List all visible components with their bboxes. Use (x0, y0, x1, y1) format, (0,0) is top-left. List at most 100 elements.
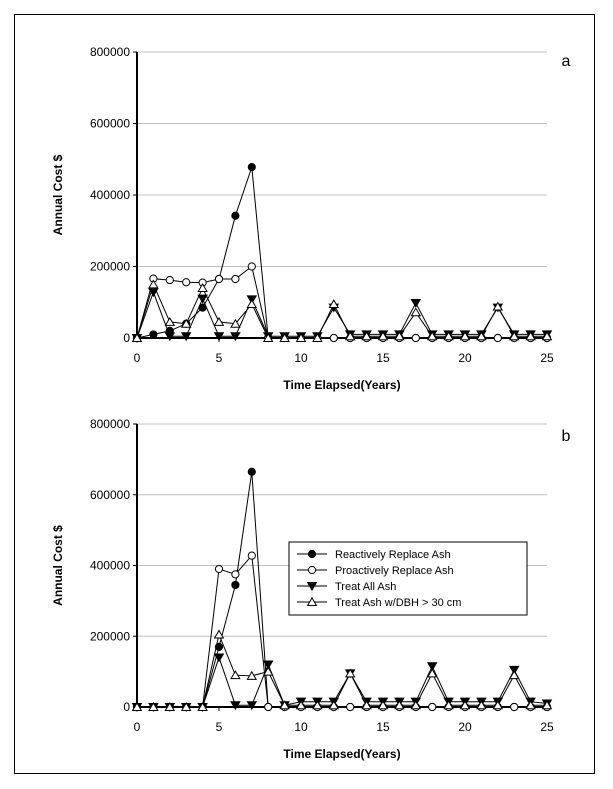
series-line (137, 632, 547, 708)
data-point (344, 668, 356, 678)
data-point (361, 700, 372, 710)
legend-marker (307, 565, 317, 575)
legend-label: Proactively Replace Ash (335, 565, 454, 577)
y-axis-title: Annual Cost $ (51, 154, 65, 235)
data-point (247, 551, 256, 560)
data-point (213, 653, 225, 663)
data-point (541, 331, 553, 341)
data-point (182, 278, 191, 287)
legend-label: Reactively Replace Ash (335, 549, 451, 561)
data-point (361, 331, 372, 341)
y-axis-title: Annual Cost $ (51, 525, 65, 606)
data-point (231, 211, 240, 220)
data-point (426, 668, 438, 678)
data-point (426, 662, 438, 672)
data-point (377, 700, 389, 710)
data-point (180, 318, 192, 328)
data-point (262, 333, 274, 343)
data-point (213, 629, 225, 639)
y-tick-label: 800000 (90, 417, 130, 431)
x-tick-label: 10 (294, 720, 308, 734)
data-point (329, 333, 338, 343)
data-point (247, 262, 256, 271)
data-point (164, 332, 176, 342)
data-point (247, 163, 256, 172)
panel-label: a (562, 53, 571, 70)
data-point (476, 700, 487, 710)
data-point (295, 700, 307, 710)
y-tick-label: 600000 (90, 117, 130, 131)
legend-label: Treat Ash w/DBH > 30 cm (335, 597, 461, 609)
data-point (164, 702, 176, 712)
data-point (508, 665, 520, 675)
data-point (411, 333, 420, 343)
y-tick-label: 200000 (90, 629, 130, 643)
data-point (510, 702, 519, 712)
data-point (525, 700, 536, 710)
data-point (493, 333, 502, 343)
data-point (231, 570, 240, 579)
x-tick-label: 0 (134, 351, 141, 365)
y-tick-label: 800000 (90, 45, 130, 59)
data-point (197, 702, 208, 712)
legend-box (288, 541, 528, 616)
data-point (344, 331, 356, 341)
data-point (230, 318, 241, 328)
x-tick-label: 25 (540, 351, 554, 365)
data-point (148, 279, 159, 289)
data-point (213, 332, 225, 342)
data-point (214, 564, 224, 574)
data-point (312, 700, 323, 710)
data-point (230, 701, 241, 711)
data-point (394, 331, 405, 341)
data-point (312, 333, 323, 343)
data-point (443, 700, 454, 710)
y-tick-label: 600000 (90, 488, 130, 502)
data-point (214, 274, 224, 284)
y-tick-label: 400000 (90, 188, 130, 202)
data-point (525, 331, 536, 341)
data-point (247, 467, 256, 476)
x-tick-label: 10 (294, 351, 308, 365)
y-tick-label: 400000 (90, 559, 130, 573)
data-point (148, 702, 159, 712)
legend-label: Treat All Ash (335, 581, 396, 593)
data-point (541, 700, 553, 710)
data-point (428, 702, 437, 712)
x-tick-label: 5 (216, 720, 223, 734)
data-point (328, 299, 340, 309)
x-tick-label: 20 (458, 720, 472, 734)
data-point (492, 700, 504, 710)
data-point (131, 702, 143, 712)
data-point (508, 670, 520, 680)
data-point (279, 333, 290, 343)
data-point (131, 333, 143, 343)
legend-marker (307, 549, 317, 559)
data-point (394, 700, 405, 710)
series-3 (131, 653, 553, 712)
x-axis-title: Time Elapsed(Years) (283, 378, 400, 392)
data-point (279, 700, 290, 710)
data-point (230, 670, 241, 680)
data-point (149, 330, 158, 339)
series-3 (131, 288, 553, 343)
x-tick-label: 20 (458, 351, 472, 365)
data-point (164, 316, 176, 326)
series-4 (131, 629, 553, 712)
chart-panel-a: 0 200000 400000 600000 800000 0 5 10 15 20 25 Time … (51, 45, 571, 392)
data-point (231, 274, 240, 284)
data-point (295, 333, 307, 343)
data-point (231, 580, 240, 590)
legend-marker (306, 597, 318, 607)
series-4 (131, 279, 553, 343)
data-point (246, 299, 258, 309)
legend-marker (306, 581, 318, 591)
chart-panel-b: 0 200000 400000 600000 800000 0 5 10 15 20 25 Time … (51, 417, 571, 761)
y-tick-label: 0 (123, 331, 130, 345)
figure-frame (14, 14, 595, 774)
data-point (214, 642, 224, 651)
data-point (246, 670, 258, 680)
data-point (197, 294, 208, 304)
series-line (136, 166, 547, 339)
data-point (443, 331, 454, 341)
